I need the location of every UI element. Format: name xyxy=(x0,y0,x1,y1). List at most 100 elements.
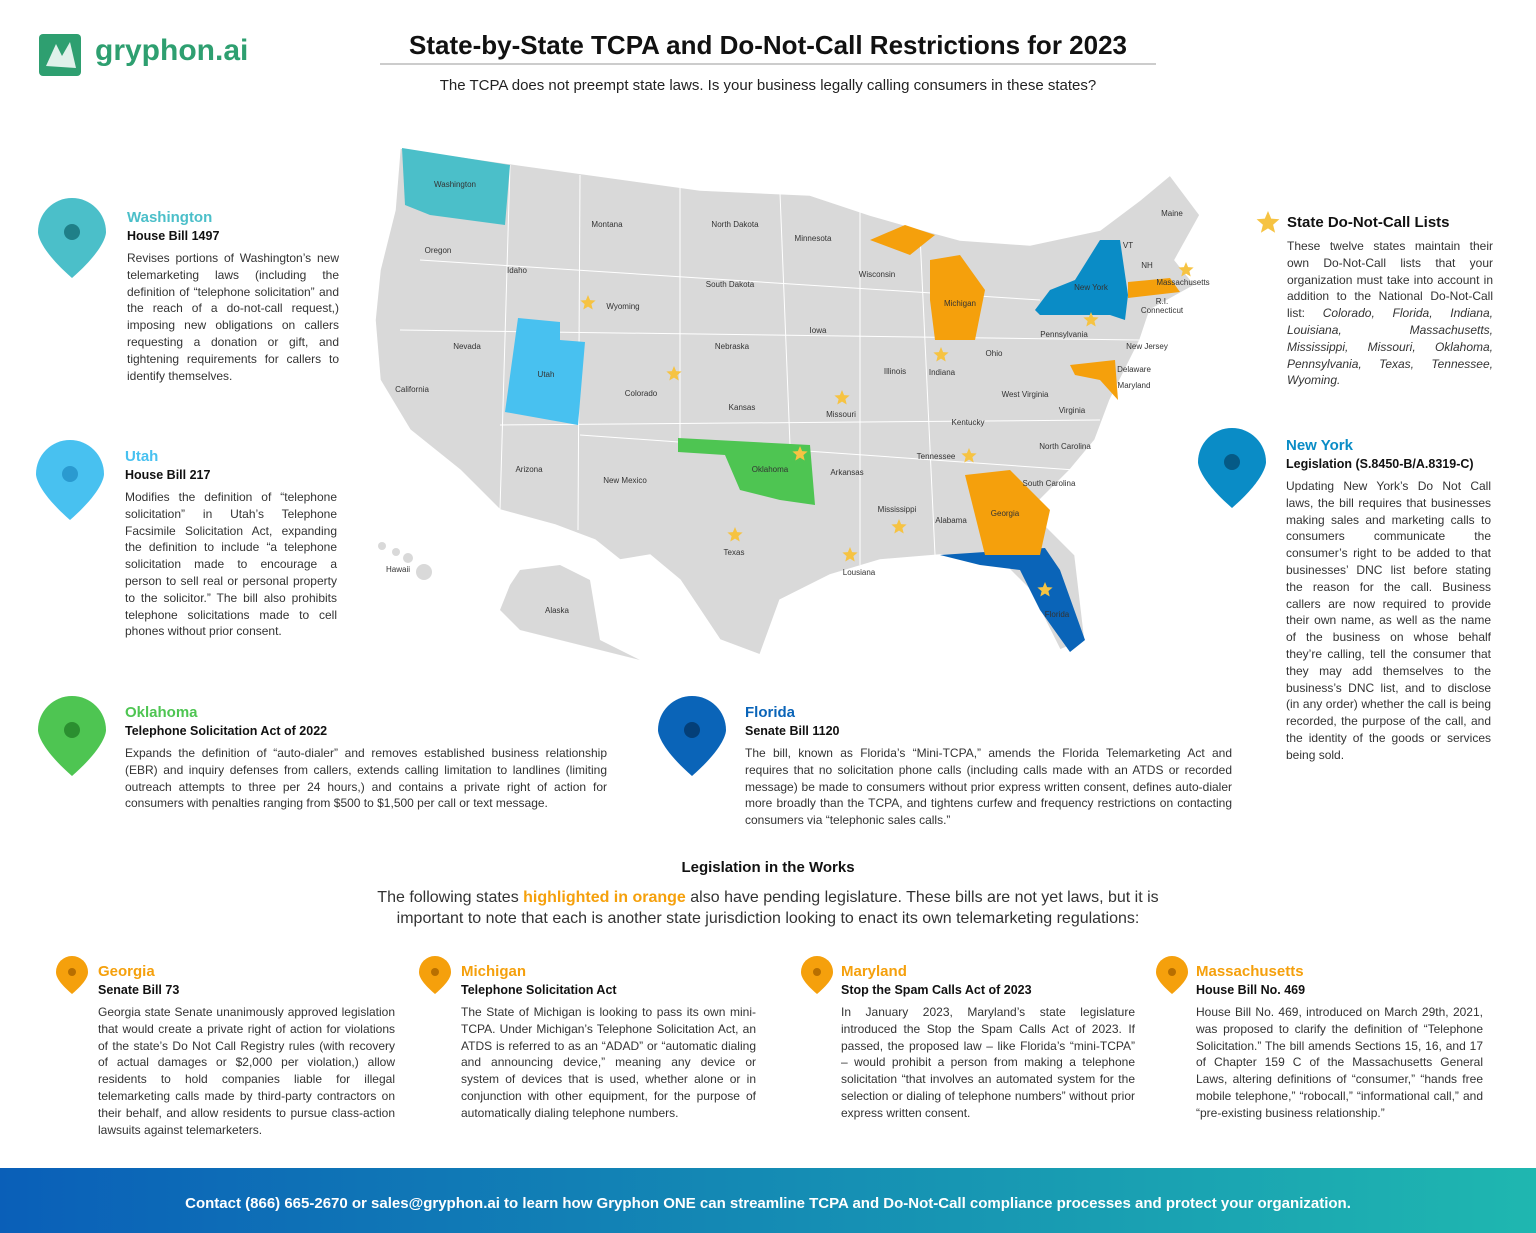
florida-card: Florida Senate Bill 1120 The bill, known… xyxy=(745,704,1232,829)
intro-text: The following states xyxy=(377,889,519,906)
state-name: Florida xyxy=(745,704,796,721)
state-georgia xyxy=(965,470,1050,555)
state-label: Nebraska xyxy=(715,342,750,351)
intro-text: also have pending legislature. These bil… xyxy=(396,889,1159,927)
state-label: South Carolina xyxy=(1023,479,1076,488)
description: In January 2023, Maryland’s state legisl… xyxy=(841,1005,1135,1120)
state-label: Washington xyxy=(434,180,476,189)
dnc-states: Colorado, Florida, Indiana, Louisiana, M… xyxy=(1287,306,1493,388)
state-name: Oklahoma xyxy=(125,704,198,721)
oklahoma-card: Oklahoma Telephone Solicitation Act of 2… xyxy=(125,704,607,812)
bill-name: Stop the Spam Calls Act of 2023 xyxy=(841,983,1032,997)
state-label: Utah xyxy=(538,370,555,379)
state-name: Georgia xyxy=(98,963,155,980)
logo-mark xyxy=(46,42,76,68)
description: Revises portions of Washington’s new tel… xyxy=(127,251,339,383)
logo-text: gryphon.ai xyxy=(95,34,249,67)
state-michigan xyxy=(930,255,985,340)
dnc-star xyxy=(792,446,808,461)
bill-name: House Bill 217 xyxy=(125,468,211,482)
intro-highlight: highlighted in orange xyxy=(523,889,686,906)
state-label: Lousiana xyxy=(843,568,876,577)
state-name: Washington xyxy=(127,209,213,226)
new-york-card: New York Legislation (S.8450-B/A.8319-C)… xyxy=(1286,437,1491,764)
dnc-star xyxy=(961,448,977,463)
dnc-star xyxy=(891,519,907,534)
state-label: Alaska xyxy=(545,606,570,615)
description: Expands the definition of “auto-dialer” … xyxy=(125,746,607,811)
utah-card: Utah House Bill 217 Modifies the definit… xyxy=(125,448,337,640)
state-label: Michigan xyxy=(944,299,976,308)
state-label: Iowa xyxy=(810,326,827,335)
state-label: NH xyxy=(1141,261,1153,270)
dnc-intro: These twelve states maintain their own D… xyxy=(1287,239,1493,321)
state-label: Connecticut xyxy=(1141,306,1184,315)
state-label: Minnesota xyxy=(795,234,832,243)
state-label: Pennsylvania xyxy=(1040,330,1088,339)
title: State-by-State TCPA and Do-Not-Call Rest… xyxy=(409,30,1127,60)
dnc-star xyxy=(580,295,596,310)
state-label: Tennessee xyxy=(917,452,956,461)
state-label: Texas xyxy=(724,548,745,557)
dnc-star xyxy=(666,366,682,381)
subtitle: The TCPA does not preempt state laws. Is… xyxy=(439,77,1097,94)
dnc-star xyxy=(933,347,949,362)
dnc-star xyxy=(727,527,743,542)
state-label: Colorado xyxy=(625,389,658,398)
pending-intro: The following states highlighted in oran… xyxy=(368,887,1168,929)
state-label: Massachusetts xyxy=(1156,278,1209,287)
maryland-card: Maryland Stop the Spam Calls Act of 2023… xyxy=(841,963,1135,1122)
footer-band xyxy=(0,1168,1536,1233)
alaska-shape xyxy=(500,565,640,660)
dnc-star xyxy=(1256,211,1280,233)
dnc-star xyxy=(1037,582,1053,597)
state-label: Oklahoma xyxy=(752,465,789,474)
massachusetts-card: Massachusetts House Bill No. 469 House B… xyxy=(1196,963,1483,1122)
dnc-card: State Do-Not-Call Lists These twelve sta… xyxy=(1287,214,1493,389)
state-label: Illinois xyxy=(884,367,906,376)
bill-name: Telephone Solicitation Act xyxy=(461,983,617,997)
state-label: Indiana xyxy=(929,368,956,377)
state-label: North Dakota xyxy=(711,220,759,229)
footer-contact: Contact (866) 665-2670 or sales@gryphon.… xyxy=(185,1195,1351,1212)
bill-name: House Bill No. 469 xyxy=(1196,983,1306,997)
state-label: Missouri xyxy=(826,410,856,419)
bill-name: Senate Bill 1120 xyxy=(745,724,840,738)
state-label: Maryland xyxy=(1118,381,1151,390)
state-label: VT xyxy=(1123,241,1133,250)
state-label: Georgia xyxy=(991,509,1020,518)
dnc-star xyxy=(842,547,858,562)
state-label: Hawaii xyxy=(386,565,410,574)
state-label: Alabama xyxy=(935,516,967,525)
hawaii-shape xyxy=(378,542,432,580)
state-label: Florida xyxy=(1045,610,1070,619)
state-label: Maine xyxy=(1161,209,1183,218)
bill-name: Telephone Solicitation Act of 2022 xyxy=(125,724,328,738)
state-label: Oregon xyxy=(425,246,452,255)
state-label: Kansas xyxy=(729,403,756,412)
state-label: Arizona xyxy=(515,465,543,474)
dnc-star xyxy=(1083,312,1099,327)
state-label: Montana xyxy=(591,220,623,229)
dnc-star xyxy=(834,390,850,405)
state-label: Ohio xyxy=(986,349,1003,358)
state-label: Wyoming xyxy=(606,302,639,311)
state-name: Utah xyxy=(125,448,159,465)
description: Updating New York’s Do Not Call laws, th… xyxy=(1286,479,1491,762)
state-florida xyxy=(940,548,1085,652)
state-oklahoma xyxy=(678,438,815,505)
bill-name: Legislation (S.8450-B/A.8319-C) xyxy=(1286,457,1474,471)
state-label: Arkansas xyxy=(830,468,863,477)
state-label: Virginia xyxy=(1059,406,1086,415)
state-label: North Carolina xyxy=(1039,442,1091,451)
state-label: West Virginia xyxy=(1002,390,1049,399)
state-label: Mississippi xyxy=(878,505,917,514)
state-label: Idaho xyxy=(507,266,528,275)
state-label: R.I. xyxy=(1156,297,1168,306)
state-massachusetts xyxy=(1128,278,1180,298)
washington-card: Washington House Bill 1497 Revises porti… xyxy=(127,209,339,384)
state-label: California xyxy=(395,385,429,394)
state-new-york xyxy=(1035,240,1128,320)
